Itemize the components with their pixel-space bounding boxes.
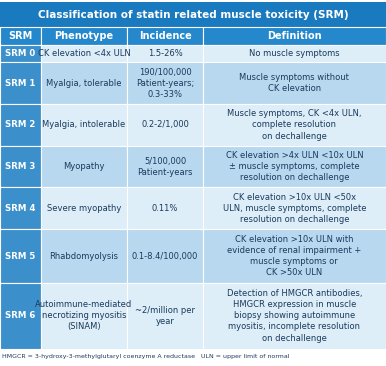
Bar — [203, 146, 386, 187]
Text: SRM 4: SRM 4 — [5, 204, 36, 213]
Text: SRM 6: SRM 6 — [5, 311, 36, 320]
Bar — [203, 229, 386, 283]
Text: Myalgia, intolerable: Myalgia, intolerable — [42, 120, 125, 130]
Text: CK elevation <4x ULN: CK elevation <4x ULN — [37, 49, 130, 58]
Text: 190/100,000
Patient-years;
0.3-33%: 190/100,000 Patient-years; 0.3-33% — [136, 68, 194, 99]
Bar — [127, 283, 203, 349]
Text: CK elevation >10x ULN <50x
ULN, muscle symptoms, complete
resolution on dechalle: CK elevation >10x ULN <50x ULN, muscle s… — [223, 193, 366, 224]
Bar — [203, 187, 386, 229]
Bar — [41, 45, 127, 63]
Bar — [127, 63, 203, 104]
Bar — [203, 63, 386, 104]
Bar — [0, 283, 41, 349]
Bar — [127, 146, 203, 187]
Text: CK elevation >10x ULN with
evidence of renal impairment +
muscle symptoms or
CK : CK elevation >10x ULN with evidence of r… — [227, 235, 361, 277]
Text: CK elevation >4x ULN <10x ULN
± muscle symptoms, complete
resolution on dechalle: CK elevation >4x ULN <10x ULN ± muscle s… — [225, 151, 363, 182]
Text: SRM 1: SRM 1 — [5, 79, 36, 88]
Text: Myalgia, tolerable: Myalgia, tolerable — [46, 79, 122, 88]
Bar — [203, 27, 386, 45]
Bar — [41, 187, 127, 229]
Bar — [127, 229, 203, 283]
Text: Severe myopathy: Severe myopathy — [47, 204, 121, 213]
Text: SRM 3: SRM 3 — [5, 162, 36, 171]
Text: SRM 2: SRM 2 — [5, 120, 36, 130]
Text: Classification of statin related muscle toxicity (SRM): Classification of statin related muscle … — [38, 10, 348, 19]
Bar — [127, 45, 203, 63]
Text: 0.11%: 0.11% — [152, 204, 178, 213]
Text: Rhabdomyolysis: Rhabdomyolysis — [49, 251, 119, 261]
Text: 1.5-26%: 1.5-26% — [147, 49, 183, 58]
Bar — [41, 229, 127, 283]
Bar — [41, 283, 127, 349]
Text: ~2/million per
year: ~2/million per year — [135, 306, 195, 326]
Bar — [203, 45, 386, 63]
Text: Definition: Definition — [267, 31, 322, 41]
Text: SRM: SRM — [8, 31, 32, 41]
Bar — [203, 104, 386, 146]
Text: Autoimmune-mediated
necrotizing myositis
(SINAM): Autoimmune-mediated necrotizing myositis… — [36, 300, 132, 331]
Bar — [41, 27, 127, 45]
Text: Muscle symptoms without
CK elevation: Muscle symptoms without CK elevation — [239, 73, 349, 93]
Text: Myopathy: Myopathy — [63, 162, 105, 171]
Text: SRM 0: SRM 0 — [5, 49, 36, 58]
Bar — [41, 104, 127, 146]
Text: Phenotype: Phenotype — [54, 31, 113, 41]
Text: Detection of HMGCR antibodies,
HMGCR expression in muscle
biopsy showing autoimm: Detection of HMGCR antibodies, HMGCR exp… — [227, 289, 362, 343]
Bar — [0, 27, 41, 45]
Bar — [0, 104, 41, 146]
Bar — [0, 45, 41, 63]
Text: SRM 5: SRM 5 — [5, 251, 36, 261]
Text: Muscle symptoms, CK <4x ULN,
complete resolution
on dechallenge: Muscle symptoms, CK <4x ULN, complete re… — [227, 109, 362, 141]
Bar — [41, 146, 127, 187]
Bar — [127, 27, 203, 45]
Bar — [127, 187, 203, 229]
Bar — [0, 229, 41, 283]
Bar — [127, 104, 203, 146]
Bar — [203, 283, 386, 349]
Bar — [0, 187, 41, 229]
Text: Incidence: Incidence — [139, 31, 191, 41]
Text: No muscle symptoms: No muscle symptoms — [249, 49, 340, 58]
Bar — [41, 63, 127, 104]
Text: 0.1-8.4/100,000: 0.1-8.4/100,000 — [132, 251, 198, 261]
Text: 0.2-2/1,000: 0.2-2/1,000 — [141, 120, 189, 130]
Text: 5/100,000
Patient-years: 5/100,000 Patient-years — [137, 157, 193, 177]
Bar — [0, 63, 41, 104]
Bar — [0, 2, 386, 27]
Text: HMGCR = 3-hydroxy-3-methylglutaryl coenzyme A reductase   ULN = upper limit of n: HMGCR = 3-hydroxy-3-methylglutaryl coenz… — [2, 354, 290, 359]
Bar — [0, 146, 41, 187]
